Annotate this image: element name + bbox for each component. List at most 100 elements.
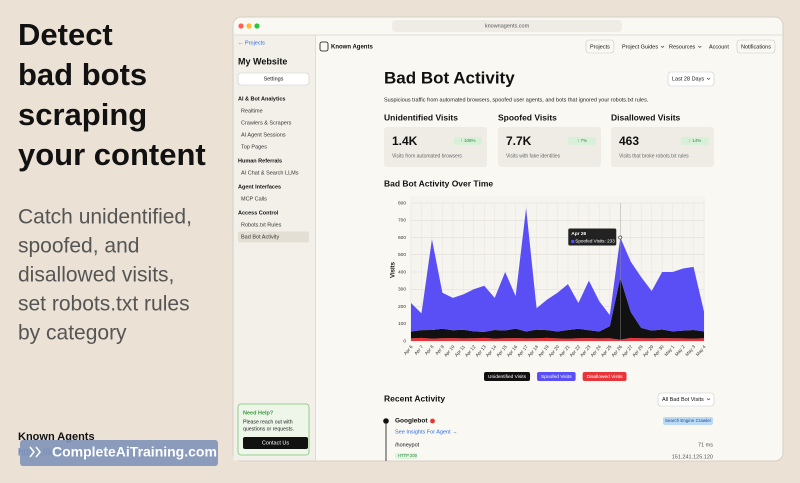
y-axis-label: Visits: [391, 261, 397, 278]
nav-link: Notifications: [741, 44, 771, 50]
stat-note: Visits that broke robots.txt rules: [619, 153, 689, 159]
y-tick-label: 500: [398, 252, 406, 258]
section-title: Human Referrals: [238, 158, 282, 164]
y-tick-label: 400: [398, 269, 406, 275]
legend-label: Spoofed Visits: [541, 374, 572, 380]
chevron: [706, 398, 711, 401]
watermark: [20, 440, 218, 466]
subheadline: spoofed, and: [18, 235, 139, 258]
nav-brand: Known Agents: [331, 45, 373, 51]
chevron: [706, 77, 711, 80]
minimize-button[interactable]: [246, 23, 252, 29]
y-tick-label: 800: [398, 200, 406, 206]
y-tick-label: 0: [403, 338, 406, 344]
y-tick-label: 600: [398, 235, 406, 241]
settings-button[interactable]: [237, 72, 310, 86]
status: HTTP 200: [398, 453, 418, 458]
activity-title: Recent Activity: [384, 393, 445, 403]
subheadline: by category: [18, 322, 127, 345]
headline: Detect: [18, 17, 113, 52]
stat-change: ↑ 7%: [577, 138, 587, 143]
legend-pill[interactable]: [484, 372, 531, 381]
close-button[interactable]: [238, 23, 244, 29]
nav-button: [736, 39, 776, 54]
stat-note: Visits from automated browsers: [392, 153, 462, 159]
chart-title: Bad Bot Activity Over Time: [384, 178, 493, 188]
stat-label: Disallowed Visits: [611, 112, 681, 122]
section-title: Agent Interfaces: [238, 184, 281, 190]
stat-change-badge: [568, 137, 596, 145]
subheadline: set robots.txt rules: [18, 293, 190, 316]
status-badge: [395, 453, 417, 459]
chevron: [698, 45, 702, 48]
hover-dot: [618, 235, 623, 240]
page-subtitle: Suspicious traffic from automated browse…: [384, 97, 649, 103]
section-title: Access Control: [238, 210, 279, 216]
agent-badge-label: Search Engine Crawler: [665, 418, 712, 423]
watermark-text: CompleteAiTraining.com: [52, 444, 217, 460]
help-text: Please reach out with: [243, 419, 293, 425]
nav-item: AI Agent Sessions: [241, 132, 286, 138]
contact-button[interactable]: [243, 437, 308, 449]
headline: scraping: [18, 97, 147, 132]
subheadline: Catch unidentified,: [18, 206, 192, 229]
url-bar[interactable]: [392, 20, 622, 32]
stat-note: Visits with fake identities: [506, 153, 561, 159]
subheadline: disallowed visits,: [18, 264, 174, 287]
page-title: Bad Bot Activity: [384, 68, 515, 87]
headline: bad bots: [18, 57, 147, 92]
tooltip-text: Spoofed Visits: 233: [575, 239, 615, 244]
alert-icon: [430, 418, 435, 424]
y-tick-label: 700: [398, 218, 406, 224]
section-title: AI & Bot Analytics: [238, 96, 285, 102]
stat-change: ↑ 14%: [689, 138, 702, 143]
nav-button: [585, 39, 615, 54]
watermark-icon: [29, 446, 41, 458]
y-tick-label: 100: [398, 321, 406, 327]
x-tick-label: Apr 8: [424, 344, 435, 356]
duration: 71 ms: [698, 442, 713, 448]
zoom-button[interactable]: [254, 23, 260, 29]
nav-link: Resources: [669, 44, 696, 50]
brand: Known Agents: [18, 431, 95, 443]
legend-label: Unidentified Visits: [488, 374, 527, 380]
legend-label: Disallowed Visits: [587, 374, 624, 380]
nav-item: AI Chat & Search LLMs: [241, 170, 299, 176]
stat-change-badge: [454, 137, 482, 145]
legend-pill[interactable]: [537, 372, 576, 381]
x-tick-label: Apr 6: [403, 344, 414, 356]
headline: your content: [18, 137, 206, 172]
nav-link: Project Guides: [622, 44, 658, 50]
nav-item: Realtime: [241, 108, 263, 114]
url: knownagents.com: [485, 23, 530, 29]
filter-label: All Bad Bot Visits: [662, 397, 704, 403]
nav-item: Crawlers & Scrapers: [241, 120, 292, 126]
active-item: [238, 231, 309, 243]
nav-item: Top Pages: [241, 144, 267, 150]
area: [411, 337, 704, 341]
nav-link: Account: [709, 44, 729, 50]
stat-label: Spoofed Visits: [498, 112, 557, 122]
agent-badge: [663, 417, 713, 425]
nav-item: Bad Bot Activity: [241, 234, 279, 240]
ip-address: 151.241.125.120: [672, 454, 713, 460]
stat-label: Unidentified Visits: [384, 112, 458, 122]
filter-button[interactable]: [657, 392, 715, 407]
area: [411, 208, 704, 332]
tooltip-swatch: [571, 240, 575, 243]
legend-pill[interactable]: [582, 372, 627, 381]
help-title: Need Help?: [243, 410, 274, 416]
x-tick-label: Apr 9: [434, 344, 445, 356]
range-button[interactable]: [667, 71, 715, 87]
y-tick-label: 200: [398, 304, 406, 310]
site-name: My Website: [238, 56, 287, 66]
tooltip: [568, 228, 617, 246]
contact-label: Contact Us: [262, 440, 289, 446]
timeline-dot: [383, 418, 389, 424]
nav-item: MCP Calls: [241, 196, 267, 202]
back-link: ← Projects: [238, 40, 265, 46]
logo-icon: [319, 41, 329, 52]
y-tick-label: 300: [398, 287, 406, 293]
nav-item: Robots.txt Rules: [241, 222, 282, 228]
